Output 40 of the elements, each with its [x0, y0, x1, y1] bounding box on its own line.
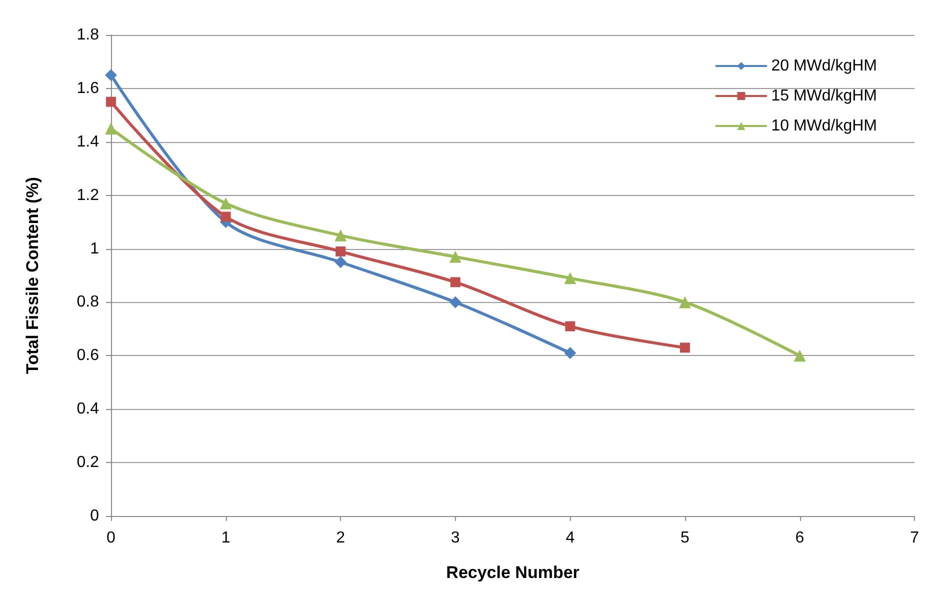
- x-tick-label: 2: [336, 530, 346, 546]
- x-tick-label: 7: [910, 530, 920, 546]
- x-axis-title: Recycle Number: [446, 563, 580, 582]
- y-tick-label: 0.4: [76, 400, 100, 418]
- legend-label: 15 MWd/kgHM: [771, 88, 877, 104]
- point: [564, 346, 576, 359]
- point: [106, 96, 116, 107]
- y-tick-label: 0.6: [76, 347, 100, 364]
- y-tick-label: 1.6: [76, 80, 100, 97]
- point: [220, 197, 232, 210]
- point: [564, 272, 576, 284]
- y-tick-label: 1.4: [76, 133, 100, 150]
- point: [450, 277, 460, 288]
- point: [220, 212, 231, 222]
- x-tick-label: 3: [450, 530, 460, 546]
- point: [334, 229, 347, 242]
- y-tick-label: 0.8: [76, 294, 100, 311]
- y-tick-label: 1.2: [76, 186, 100, 204]
- point: [794, 350, 806, 362]
- y-tick-label: 0: [90, 508, 100, 524]
- x-tick-label: 1: [221, 530, 230, 546]
- point: [449, 296, 462, 308]
- x-tick-label: 0: [106, 530, 116, 546]
- y-tick-label: 0.2: [76, 454, 100, 472]
- x-tick-label: 6: [795, 530, 804, 546]
- y-tick-label: 1.8: [76, 26, 100, 44]
- x-tick-label: 5: [680, 530, 690, 546]
- x-tick-label: 4: [566, 530, 575, 546]
- y-axis-title: Total Fissile Content (%): [23, 176, 42, 374]
- legend-label: 10 MWd/kgHM: [771, 118, 877, 134]
- point: [678, 296, 691, 308]
- y-tick-label: 1: [90, 240, 100, 258]
- point: [680, 342, 690, 353]
- point: [336, 246, 346, 256]
- point: [565, 321, 576, 332]
- point: [105, 122, 117, 135]
- point: [334, 256, 347, 268]
- point: [105, 69, 117, 82]
- point: [449, 250, 462, 263]
- legend-label: 20 MWd/kgHM: [771, 58, 877, 74]
